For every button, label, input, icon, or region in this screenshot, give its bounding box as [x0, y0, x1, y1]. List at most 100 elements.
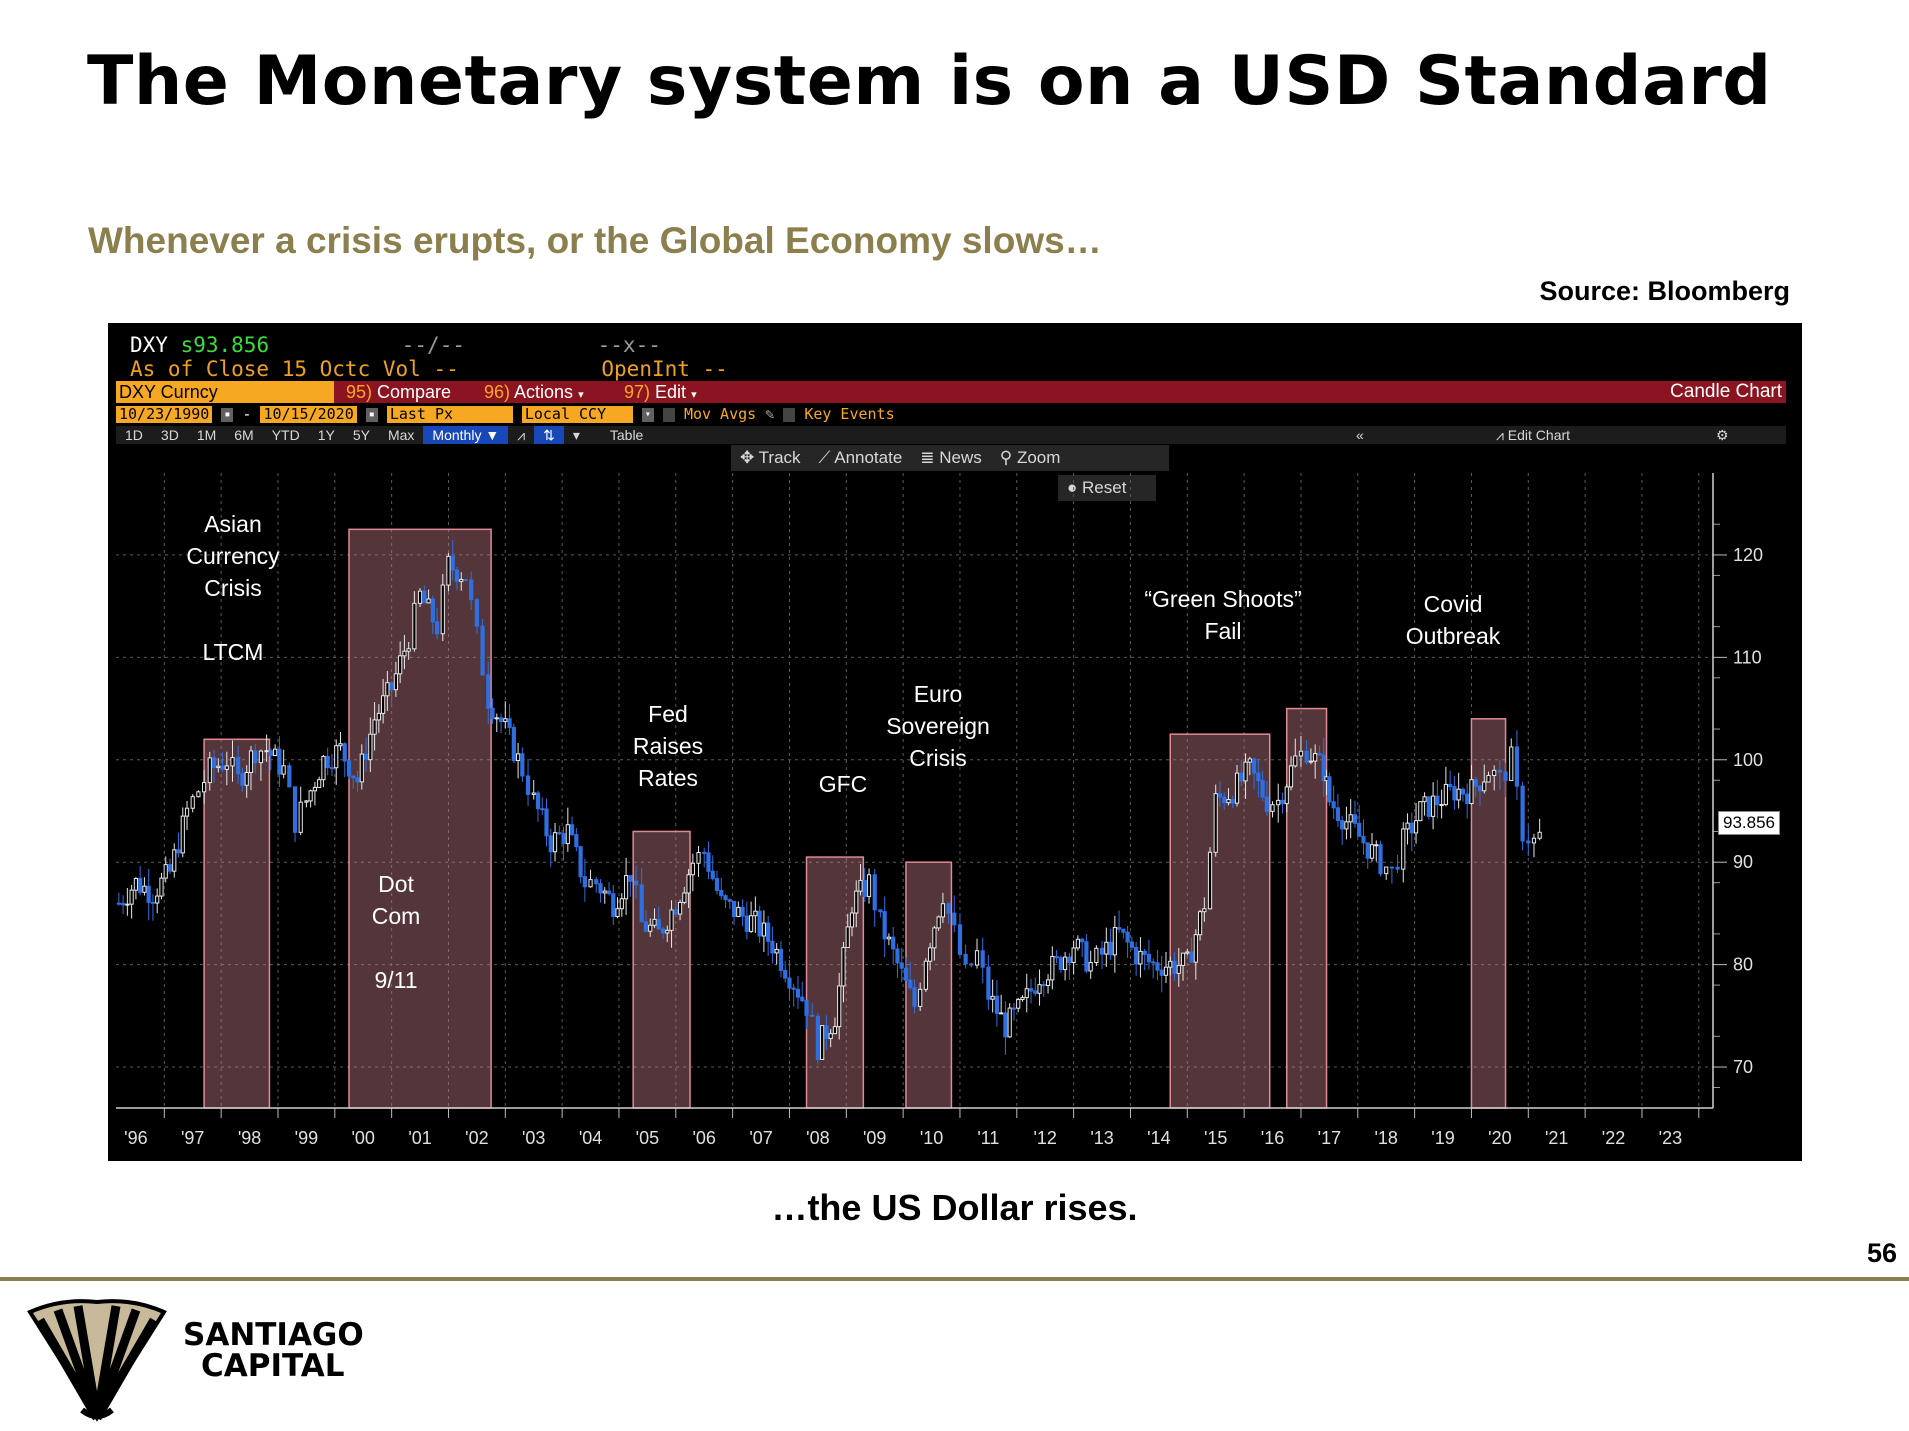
candle-body	[1430, 795, 1436, 817]
source-label: Source: Bloomberg	[1539, 276, 1790, 306]
candle-body	[598, 883, 603, 894]
candle-body	[121, 902, 126, 906]
gear-icon[interactable]: ⚙	[1716, 427, 1729, 443]
period-5y[interactable]: 5Y	[352, 427, 370, 443]
period-ytd[interactable]: YTD	[271, 427, 300, 443]
candle-body	[507, 718, 512, 728]
edit-button[interactable]: 97) Edit ▾	[624, 381, 697, 403]
candle-body	[1469, 779, 1474, 805]
compare-button[interactable]: 95) Compare	[346, 381, 451, 403]
candle-body	[264, 750, 269, 753]
candle-body	[1168, 960, 1173, 968]
candle-body	[190, 796, 195, 809]
start-date-field[interactable]: 10/23/1990	[116, 406, 213, 423]
candle-body	[1016, 999, 1021, 1009]
candle-body	[980, 950, 985, 968]
brand-name: SANTIAGO CAPITAL	[183, 1320, 364, 1382]
candle-body	[540, 808, 545, 811]
candle-icon[interactable]: ⇅	[534, 426, 564, 444]
frequency-select[interactable]: Monthly ▼	[423, 426, 509, 444]
reset-button[interactable]: ● Reset	[1058, 475, 1156, 501]
candle-body	[1264, 796, 1269, 812]
candle-body	[588, 879, 593, 888]
calendar-icon[interactable]: ▪	[221, 407, 234, 422]
table-button[interactable]: Table	[609, 427, 644, 443]
candle-body	[706, 852, 711, 872]
period-max[interactable]: Max	[387, 427, 415, 443]
edit-chart-button[interactable]: ⩘ Edit Chart	[1496, 427, 1571, 443]
candle-body	[531, 792, 536, 795]
candle-body	[1361, 835, 1366, 844]
compare-num: 95)	[346, 382, 373, 402]
period-1d[interactable]: 1D	[125, 427, 143, 443]
news-button[interactable]: ≣ News	[920, 448, 982, 467]
candle-body	[854, 890, 859, 914]
field-select[interactable]: Last Px	[386, 406, 513, 423]
candle-body	[731, 900, 737, 918]
candle-body	[774, 948, 779, 954]
period-1y[interactable]: 1Y	[317, 427, 335, 443]
candle-body	[1108, 941, 1113, 956]
compare-label: Compare	[377, 382, 452, 402]
actions-num: 96)	[484, 382, 511, 402]
x-tick-label: '99	[295, 1128, 318, 1148]
period-3d[interactable]: 3D	[160, 427, 179, 443]
track-button[interactable]: ✥ Track	[740, 448, 801, 467]
period-toolbar: 1D 3D 1M 6M YTD 1Y 5Y Max Monthly ▼ ⩘ ⇅ ▾ Table « ⩘ …	[116, 426, 1786, 444]
candle-body	[525, 775, 531, 795]
end-date-field[interactable]: 10/15/2020	[260, 406, 357, 423]
candle-body	[184, 807, 190, 817]
key-events-label[interactable]: Key Events	[804, 405, 895, 423]
candle-body	[1280, 799, 1285, 805]
candle-body	[783, 969, 788, 979]
candle-body	[1313, 752, 1318, 762]
zoom-label: Zoom	[1016, 448, 1061, 467]
candle-body	[569, 824, 575, 836]
zoom-button[interactable]: ⚲ Zoom	[999, 448, 1061, 467]
candle-body	[515, 753, 521, 762]
candle-body	[1037, 984, 1042, 994]
pencil-icon[interactable]: ✎	[765, 405, 775, 423]
checkbox-icon[interactable]	[783, 407, 796, 422]
calendar-icon[interactable]: ▪	[365, 407, 378, 422]
frequency-label: Monthly	[432, 427, 482, 443]
chevron-down-icon[interactable]: ▾	[572, 427, 580, 443]
candle-body	[253, 750, 258, 764]
chevron-down-icon[interactable]: ▾	[641, 407, 654, 422]
period-1m[interactable]: 1M	[196, 427, 217, 443]
collapse-icon[interactable]: «	[1356, 427, 1364, 443]
candle-body	[312, 786, 318, 792]
actions-button[interactable]: 96) Actions ▾	[484, 381, 584, 403]
price-series	[116, 539, 1542, 1065]
x-tick-label: '96	[124, 1128, 147, 1148]
reset-icon: ●	[1067, 478, 1078, 497]
currency-select[interactable]: Local CCY	[521, 406, 633, 423]
candle-body	[1159, 969, 1164, 976]
candle-body	[1460, 788, 1466, 795]
candle-body	[574, 834, 579, 848]
security-field[interactable]: DXY Curncy	[116, 381, 334, 403]
candle-body	[486, 674, 491, 709]
openint-label: OpenInt --	[601, 357, 728, 381]
x-tick-label: '17	[1318, 1128, 1341, 1148]
candle-body	[736, 906, 741, 918]
x-tick-label: '97	[181, 1128, 204, 1148]
mov-avgs-label[interactable]: Mov Avgs	[683, 405, 757, 423]
candle-body	[886, 936, 892, 940]
candle-body	[1134, 946, 1139, 965]
candle-body	[974, 950, 980, 966]
crisis-annotation: Fed Raises Rates	[632, 701, 704, 791]
x-tick-label: '09	[863, 1128, 886, 1148]
candle-body	[858, 879, 863, 892]
period-6m[interactable]: 6M	[234, 427, 254, 443]
candle-body	[1317, 752, 1322, 756]
candle-body	[511, 726, 516, 762]
checkbox-icon[interactable]	[662, 407, 675, 422]
candle-body	[602, 890, 607, 894]
annotate-button[interactable]: ⟋ Annotate	[818, 448, 903, 467]
crisis-shade	[203, 738, 271, 1109]
candle-body	[535, 792, 541, 810]
candle-body	[1405, 822, 1410, 830]
line-chart-icon[interactable]: ⩘	[517, 427, 526, 443]
hilo-value: --x--	[597, 333, 661, 357]
